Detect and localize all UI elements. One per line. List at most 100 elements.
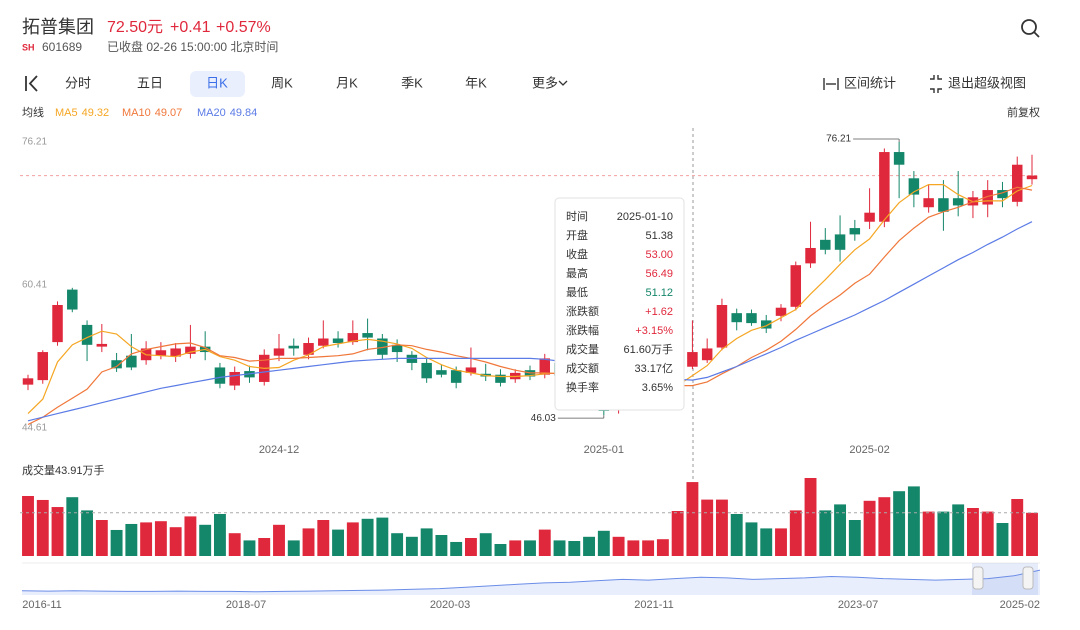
candle-body	[436, 370, 447, 375]
tab[interactable]: 周K	[271, 75, 293, 90]
volume-bar	[258, 538, 271, 556]
volume-bar	[1026, 512, 1038, 556]
tooltip-label: 开盘	[566, 228, 588, 242]
tooltip-label: 涨跌幅	[566, 323, 599, 337]
volume-bar	[228, 533, 241, 556]
candle-body	[893, 152, 905, 165]
candle-body	[111, 360, 122, 369]
candle-body	[465, 367, 477, 373]
volume-bar	[715, 499, 728, 556]
volume-bar	[332, 529, 345, 556]
tooltip-label: 成交量	[566, 342, 599, 356]
candle-body	[450, 370, 462, 383]
ma-legend-name: MA20	[197, 107, 226, 119]
tooltip-label: 换手率	[566, 380, 599, 394]
candle-body	[332, 338, 344, 344]
tooltip-value: 61.60万手	[623, 342, 673, 356]
volume-bar	[686, 482, 699, 556]
candle-body	[214, 367, 226, 384]
volume-bar	[479, 533, 492, 556]
navigator-handle[interactable]	[1022, 566, 1034, 590]
volume-bar	[435, 535, 448, 556]
volume-bar	[450, 541, 463, 556]
tooltip-value: 51.12	[645, 287, 673, 299]
candle-body	[775, 307, 787, 316]
tab[interactable]: 日K	[206, 75, 228, 90]
exit-super-view[interactable]: 退出超级视图	[948, 75, 1026, 90]
volume-bar	[494, 544, 507, 556]
candle-body	[362, 333, 373, 338]
volume-bar	[538, 529, 551, 556]
navigator-label: 2018-07	[226, 599, 266, 611]
ma-legend-value: 49.84	[230, 107, 258, 119]
volume-bar	[287, 540, 300, 556]
tab[interactable]: 季K	[401, 75, 423, 90]
candle-body	[96, 343, 108, 347]
volume-bar	[36, 499, 49, 556]
collapse-icon[interactable]	[25, 75, 38, 92]
navigator-label: 2020-03	[430, 599, 470, 611]
navigator-label: 2025-02	[1000, 599, 1040, 611]
volume-bar	[775, 528, 787, 556]
volume-bar	[273, 524, 285, 556]
ma-legend: MA10 49.07	[122, 107, 182, 119]
tab[interactable]: 月K	[336, 75, 358, 90]
candle-body	[81, 324, 93, 345]
x-tick-label: 2024-12	[259, 444, 299, 456]
volume-bar	[922, 511, 935, 556]
range-stats[interactable]: 区间统计	[844, 75, 896, 90]
x-tick-label: 2025-02	[849, 444, 889, 456]
volume-bar	[937, 511, 950, 556]
volume-bar	[1011, 499, 1024, 556]
volume-bar	[376, 517, 389, 556]
volume-bar	[110, 529, 123, 556]
y-tick-label: 76.21	[22, 137, 47, 148]
exit-icon	[930, 75, 942, 93]
range-icon	[823, 78, 839, 90]
search-icon[interactable]	[1021, 19, 1040, 38]
volume-bar	[804, 478, 817, 556]
volume-bar	[243, 540, 256, 556]
candle-body	[539, 358, 551, 375]
volume-bar	[199, 524, 212, 556]
volume-bar	[642, 540, 655, 556]
adjust-mode[interactable]: 前复权	[1007, 105, 1040, 119]
volume-bar	[184, 516, 197, 556]
candle-body	[687, 352, 698, 367]
tab[interactable]: 分时	[65, 75, 91, 90]
candle-body	[746, 313, 757, 324]
volume-bar	[317, 520, 330, 556]
navigator-handle[interactable]	[972, 566, 984, 590]
candle-body	[391, 344, 403, 353]
volume-bar	[730, 514, 743, 556]
volume-bar	[966, 508, 979, 556]
volume-bar	[863, 500, 876, 556]
volume-bar	[464, 538, 477, 556]
tab[interactable]: 年K	[465, 75, 487, 90]
candle-body	[273, 348, 285, 356]
volume-bar	[66, 497, 79, 556]
tab[interactable]: 五日	[137, 75, 163, 90]
tooltip-label: 时间	[566, 210, 588, 223]
tooltip-value: 51.38	[645, 230, 673, 242]
ma-legend: MA20 49.84	[197, 107, 257, 119]
candle-body	[820, 239, 831, 250]
volume-bar	[405, 536, 418, 556]
ma-legend-name: MA5	[55, 107, 78, 119]
candle-body	[849, 228, 861, 235]
candle-body	[908, 178, 920, 195]
tooltip-value: 3.65%	[642, 382, 673, 394]
tab[interactable]: 更多	[532, 75, 558, 90]
tooltip-value: 33.17亿	[634, 362, 673, 375]
tooltip-box	[554, 197, 685, 411]
candle-body	[805, 247, 816, 264]
volume-bar	[361, 518, 374, 556]
volume-bar	[51, 507, 64, 556]
candle-body	[126, 355, 137, 368]
volume-bar	[981, 511, 994, 556]
volume-bar	[125, 523, 138, 556]
volume-bar	[834, 504, 847, 556]
candle-body	[229, 371, 240, 386]
candle-body	[495, 374, 506, 383]
candle-body	[923, 198, 934, 208]
